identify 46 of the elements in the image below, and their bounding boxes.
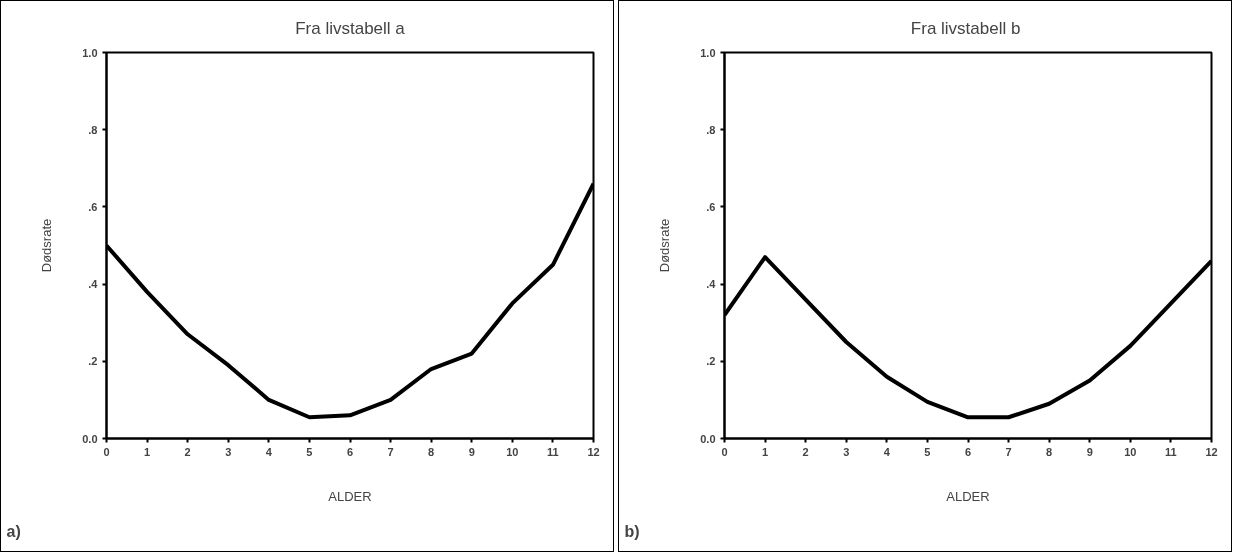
y-axis-title: Dødsrate (657, 218, 673, 273)
y-tick-label: 0.0 (82, 432, 98, 445)
y-tick-label: .6 (88, 200, 98, 213)
x-tick-label: 6 (964, 445, 972, 458)
y-tick-label: .6 (706, 200, 716, 213)
y-tick-label: .2 (706, 355, 716, 368)
x-tick-label: 3 (843, 445, 850, 458)
x-tick-label: 3 (225, 445, 232, 458)
x-tick-label: 2 (802, 445, 809, 458)
x-tick-label: 10 (1124, 445, 1137, 458)
y-tick-label: .2 (88, 355, 98, 368)
chart-title: Fra livstabell a (295, 18, 406, 38)
x-tick-label: 5 (306, 445, 313, 458)
x-tick-label: 12 (587, 445, 600, 458)
y-tick-label: .4 (706, 278, 717, 291)
x-tick-label: 10 (506, 445, 519, 458)
x-tick-label: 4 (265, 445, 273, 458)
x-tick-label: 2 (184, 445, 191, 458)
x-tick-label: 0 (103, 445, 110, 458)
y-tick-label: 1.0 (82, 46, 98, 59)
x-tick-label: 7 (387, 445, 394, 458)
x-tick-label: 9 (1086, 445, 1093, 458)
y-tick-label: .8 (706, 123, 716, 136)
x-tick-label: 11 (547, 445, 559, 458)
y-tick-label: .4 (88, 278, 99, 291)
x-tick-label: 8 (1046, 445, 1053, 458)
x-tick-label: 12 (1205, 445, 1218, 458)
x-tick-label: 7 (1005, 445, 1012, 458)
x-tick-label: 9 (468, 445, 475, 458)
x-tick-label: 8 (428, 445, 435, 458)
x-tick-label: 1 (144, 445, 151, 458)
text: b) (624, 522, 640, 540)
x-axis-title: ALDER (946, 488, 990, 504)
y-axis-title: Dødsrate (39, 218, 55, 273)
x-tick-label: 5 (924, 445, 931, 458)
x-tick-label: 6 (346, 445, 354, 458)
x-tick-label: 11 (1165, 445, 1177, 458)
chart-title: Fra livstabell b (910, 18, 1021, 38)
x-axis-title: ALDER (328, 488, 372, 504)
x-tick-label: 1 (762, 445, 769, 458)
y-tick-label: 1.0 (700, 46, 716, 59)
y-tick-label: 0.0 (700, 432, 716, 445)
x-tick-label: 0 (721, 445, 728, 458)
y-tick-label: .8 (88, 123, 98, 136)
text: a) (6, 522, 21, 540)
x-tick-label: 4 (883, 445, 891, 458)
